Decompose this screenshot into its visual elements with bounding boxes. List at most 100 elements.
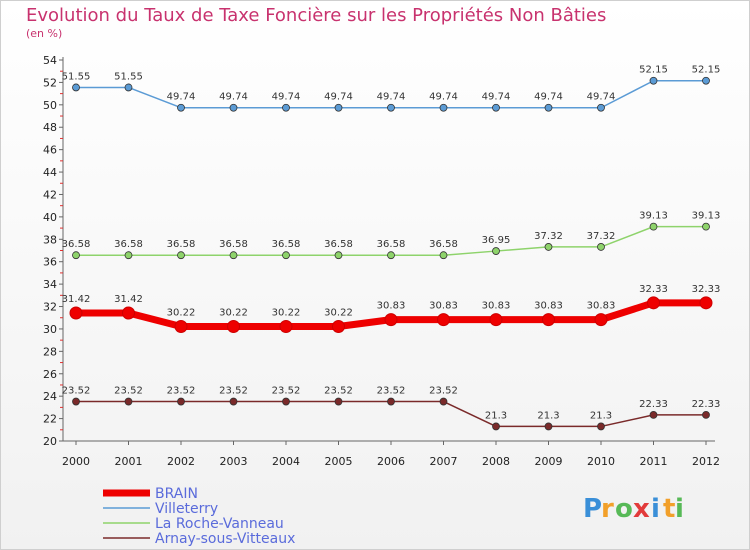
data-label-brain: 31.42 (114, 294, 143, 305)
data-label-arnay-sous-vitteaux: 23.52 (377, 386, 406, 397)
data-point-la-roche-vanneau (177, 251, 185, 260)
data-label-villeterry: 51.55 (114, 71, 143, 82)
data-label-la-roche-vanneau: 36.58 (114, 239, 143, 250)
data-point-arnay-sous-vitteaux (282, 397, 290, 406)
data-point-arnay-sous-vitteaux (124, 397, 133, 406)
data-point-la-roche-vanneau (282, 251, 290, 260)
x-tick-label: 2005 (325, 455, 353, 468)
data-point-villeterry (702, 76, 710, 85)
legend-label-la-roche-vanneau: La Roche-Vanneau (155, 516, 284, 532)
logo-letter: i (675, 494, 684, 524)
data-label-la-roche-vanneau: 36.58 (167, 239, 196, 250)
data-label-brain: 30.83 (534, 301, 563, 312)
data-label-arnay-sous-vitteaux: 22.33 (692, 399, 721, 410)
data-label-brain: 32.33 (639, 284, 668, 295)
data-label-villeterry: 49.74 (534, 92, 563, 103)
data-label-arnay-sous-vitteaux: 22.33 (639, 399, 668, 410)
data-label-villeterry: 49.74 (482, 92, 511, 103)
data-point-arnay-sous-vitteaux (334, 397, 343, 406)
logo-letter: P (583, 494, 602, 524)
y-tick-label: 32 (43, 301, 57, 314)
legend-label-villeterry: Villeterry (155, 501, 218, 517)
data-point-brain (174, 319, 188, 333)
data-point-brain (699, 296, 713, 310)
data-label-brain: 30.22 (272, 307, 301, 318)
data-label-arnay-sous-vitteaux: 21.3 (590, 410, 612, 421)
data-label-arnay-sous-vitteaux: 23.52 (272, 386, 301, 397)
y-tick-label: 46 (43, 144, 57, 157)
data-point-arnay-sous-vitteaux (649, 410, 658, 419)
y-tick-label: 54 (43, 54, 57, 67)
data-label-villeterry: 52.15 (639, 65, 668, 76)
data-point-la-roche-vanneau (649, 222, 658, 231)
data-label-brain: 30.83 (429, 301, 458, 312)
data-point-brain (647, 296, 660, 310)
y-tick-label: 44 (43, 166, 57, 179)
data-point-brain (227, 319, 240, 333)
data-point-villeterry (282, 103, 290, 112)
logo-letter: r (601, 494, 614, 524)
y-tick-label: 48 (43, 121, 57, 134)
data-point-villeterry (229, 103, 238, 112)
data-point-villeterry (334, 103, 343, 112)
data-label-brain: 30.22 (219, 307, 248, 318)
data-label-brain: 30.83 (377, 301, 406, 312)
data-point-arnay-sous-vitteaux (177, 397, 185, 406)
data-point-villeterry (124, 83, 133, 92)
data-point-arnay-sous-vitteaux (229, 397, 238, 406)
legend-label-arnay-sous-vitteaux: Arnay-sous-Vitteaux (155, 531, 295, 547)
data-label-la-roche-vanneau: 36.95 (482, 235, 511, 246)
data-label-arnay-sous-vitteaux: 23.52 (62, 386, 91, 397)
data-point-la-roche-vanneau (492, 247, 500, 255)
data-label-arnay-sous-vitteaux: 23.52 (324, 386, 353, 397)
data-point-villeterry (649, 76, 658, 85)
data-point-brain (122, 306, 135, 320)
y-tick-label: 40 (43, 211, 57, 224)
data-point-villeterry (597, 103, 605, 112)
x-tick-label: 2011 (640, 455, 668, 468)
y-tick-label: 52 (43, 76, 57, 89)
data-point-la-roche-vanneau (334, 251, 343, 260)
data-label-la-roche-vanneau: 36.58 (324, 239, 353, 250)
data-label-arnay-sous-vitteaux: 23.52 (429, 386, 458, 397)
data-point-la-roche-vanneau (72, 251, 80, 260)
logo-letter: i (651, 494, 660, 524)
data-label-villeterry: 49.74 (429, 92, 458, 103)
x-tick-label: 2010 (587, 455, 615, 468)
data-point-la-roche-vanneau (702, 222, 710, 231)
y-tick-label: 28 (43, 345, 57, 358)
data-label-la-roche-vanneau: 36.58 (219, 239, 248, 250)
y-tick-label: 22 (43, 413, 57, 426)
x-tick-label: 2008 (482, 455, 510, 468)
data-label-villeterry: 49.74 (167, 92, 196, 103)
data-label-arnay-sous-vitteaux: 21.3 (537, 410, 559, 421)
data-label-la-roche-vanneau: 36.58 (377, 239, 406, 250)
data-point-villeterry (387, 103, 395, 112)
data-point-brain (384, 313, 398, 327)
data-point-villeterry (72, 83, 80, 92)
data-label-brain: 30.22 (167, 307, 196, 318)
data-label-brain: 32.33 (692, 284, 721, 295)
data-point-la-roche-vanneau (229, 251, 238, 260)
data-point-brain (489, 313, 503, 327)
y-tick-label: 42 (43, 188, 57, 201)
data-label-arnay-sous-vitteaux: 23.52 (114, 386, 143, 397)
data-point-brain (332, 319, 345, 333)
x-tick-label: 2006 (377, 455, 405, 468)
data-label-la-roche-vanneau: 36.58 (429, 239, 458, 250)
data-label-villeterry: 49.74 (377, 92, 406, 103)
data-label-villeterry: 49.74 (219, 92, 248, 103)
x-tick-label: 2007 (430, 455, 458, 468)
y-tick-label: 34 (43, 278, 57, 291)
data-point-villeterry (492, 103, 500, 112)
data-point-brain (594, 313, 608, 327)
y-tick-label: 50 (43, 99, 57, 112)
y-tick-label: 30 (43, 323, 57, 336)
data-label-arnay-sous-vitteaux: 23.52 (167, 386, 196, 397)
data-point-arnay-sous-vitteaux (597, 422, 605, 431)
x-tick-label: 2001 (115, 455, 143, 468)
logo-letter: o (615, 494, 633, 524)
data-point-la-roche-vanneau (597, 243, 605, 251)
